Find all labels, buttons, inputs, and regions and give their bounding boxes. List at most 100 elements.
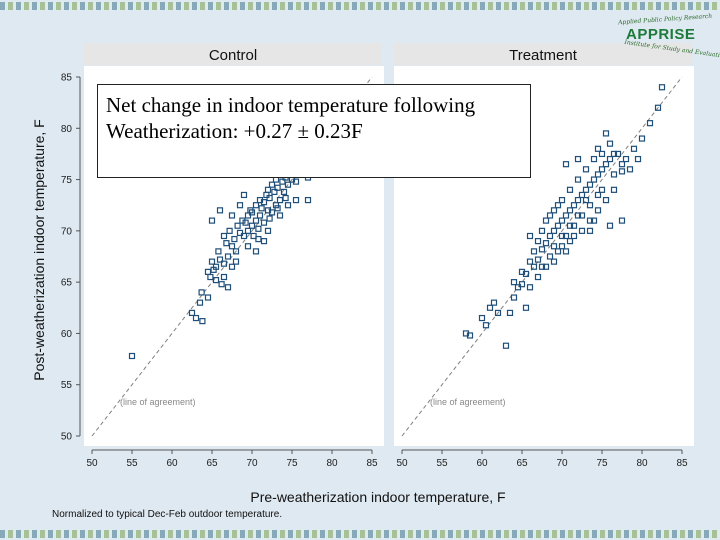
stripe-block — [376, 530, 381, 538]
data-point — [566, 222, 574, 229]
x-tick-label: 60 — [476, 458, 488, 469]
stripe-block — [104, 2, 109, 10]
stripe-block — [336, 2, 341, 10]
data-point — [224, 284, 232, 291]
stripe-block — [240, 530, 245, 538]
stripe-block — [456, 2, 461, 10]
data-point — [212, 263, 220, 270]
data-point — [494, 309, 502, 317]
data-point — [248, 209, 256, 216]
data-point — [562, 232, 570, 240]
stripe-block — [464, 2, 469, 10]
stripe-block — [512, 530, 517, 538]
x-tick-label: 50 — [86, 458, 98, 469]
data-point — [634, 155, 642, 163]
data-point — [578, 212, 586, 219]
data-point — [566, 186, 574, 193]
data-point — [279, 178, 286, 185]
data-point — [526, 284, 534, 291]
data-point — [252, 248, 260, 255]
data-point — [594, 207, 602, 214]
data-point — [602, 130, 610, 137]
stripe-block — [248, 2, 253, 10]
data-point — [570, 232, 578, 240]
data-point — [602, 196, 610, 204]
stripe-block — [440, 530, 445, 538]
stripe-block — [384, 2, 389, 10]
stripe-block — [696, 530, 701, 538]
callout-line-1: Net change in indoor temperature followi… — [106, 93, 476, 117]
stripe-block — [664, 530, 669, 538]
stripe-block — [120, 2, 125, 10]
data-point — [566, 238, 574, 245]
data-point — [506, 309, 514, 317]
panel-header — [84, 43, 382, 65]
x-tick-label: 65 — [516, 458, 528, 469]
stripe-block — [632, 530, 637, 538]
stripe-block — [552, 2, 557, 10]
data-point — [530, 248, 538, 255]
stripe-block — [608, 530, 613, 538]
x-tick-label: 75 — [286, 458, 298, 469]
stripe-block — [264, 530, 269, 538]
stripe-block — [288, 530, 293, 538]
data-point — [594, 191, 602, 199]
data-point — [224, 253, 232, 260]
stripe-block — [160, 2, 165, 10]
stripe-block — [672, 530, 677, 538]
stripe-block — [312, 530, 317, 538]
y-tick-label: 75 — [61, 175, 73, 186]
stripe-block — [512, 2, 517, 10]
stripe-block — [528, 530, 533, 538]
stripe-block — [328, 530, 333, 538]
data-point — [216, 207, 224, 214]
data-point — [546, 253, 554, 260]
stripe-block — [408, 530, 413, 538]
stripe-block — [480, 2, 485, 10]
x-tick-label: 80 — [326, 458, 338, 469]
data-point — [215, 248, 222, 255]
stripe-block — [400, 2, 405, 10]
data-point — [558, 217, 566, 224]
data-point — [526, 232, 534, 240]
stripe-block — [320, 2, 325, 10]
data-point — [582, 166, 590, 173]
stripe-block — [280, 530, 285, 538]
data-point — [198, 289, 205, 296]
data-point — [542, 240, 550, 247]
data-point — [128, 352, 136, 360]
stripe-block — [648, 530, 653, 538]
stripe-block — [576, 2, 581, 10]
stripe-block — [576, 530, 581, 538]
data-point — [586, 202, 594, 209]
stripe-block — [144, 2, 149, 10]
data-point — [274, 205, 281, 212]
stripe-block — [160, 530, 165, 538]
data-point — [266, 194, 273, 202]
stripe-block — [184, 2, 189, 10]
data-point — [550, 227, 558, 234]
x-tick-label: 55 — [436, 458, 448, 469]
stripe-block — [696, 2, 701, 10]
stripe-block — [256, 2, 261, 10]
stripe-block — [240, 2, 245, 10]
stripe-block — [560, 2, 565, 10]
data-point — [502, 342, 510, 349]
data-point — [598, 186, 606, 193]
data-point — [558, 232, 566, 240]
stripe-block — [8, 2, 13, 10]
stripe-block — [504, 2, 509, 10]
data-point — [610, 171, 618, 178]
stripe-block — [88, 2, 93, 10]
data-point — [220, 232, 228, 240]
data-point — [574, 196, 582, 204]
data-point — [534, 256, 542, 263]
data-point — [204, 268, 212, 275]
data-point — [558, 196, 566, 204]
data-point — [582, 196, 590, 204]
result-callout-box: Net change in indoor temperature followi… — [97, 84, 531, 178]
data-point — [534, 273, 542, 281]
data-point — [562, 248, 570, 255]
stripe-block — [424, 2, 429, 10]
data-point — [598, 166, 606, 173]
